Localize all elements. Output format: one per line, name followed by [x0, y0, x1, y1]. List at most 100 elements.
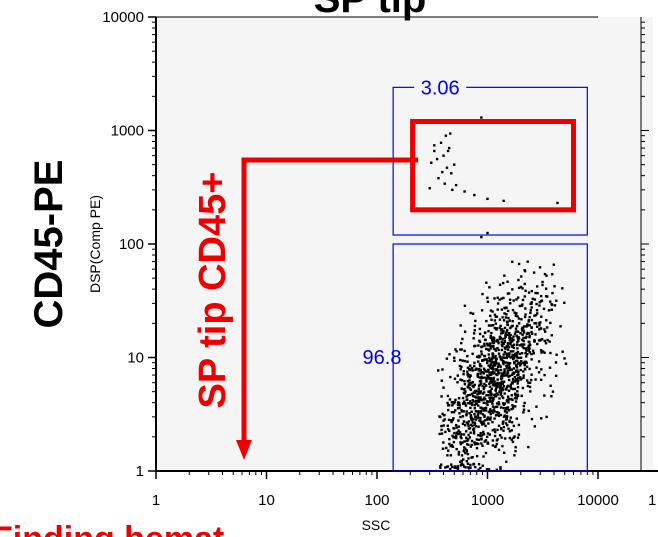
- data-point: [482, 422, 486, 426]
- data-point: [485, 377, 489, 380]
- data-point: [473, 412, 476, 416]
- data-point: [491, 366, 494, 369]
- data-point: [528, 335, 531, 339]
- data-point: [497, 448, 501, 452]
- data-point: [516, 315, 519, 318]
- data-point: [538, 304, 541, 307]
- data-point: [461, 441, 464, 444]
- data-point: [443, 418, 446, 421]
- data-point: [433, 144, 436, 147]
- data-point: [482, 372, 485, 375]
- highlight-gate: [410, 119, 576, 213]
- data-point: [496, 384, 499, 387]
- data-point: [481, 413, 485, 416]
- data-point: [480, 235, 483, 239]
- data-point: [470, 439, 474, 443]
- y-tick-label: 1: [136, 463, 144, 480]
- data-point: [477, 400, 481, 403]
- data-point: [484, 439, 488, 442]
- data-point: [479, 411, 482, 415]
- data-point: [458, 431, 462, 434]
- data-point: [487, 324, 491, 327]
- data-point: [529, 378, 533, 382]
- data-point: [509, 350, 513, 353]
- data-point: [455, 350, 458, 353]
- data-point: [500, 372, 503, 375]
- data-point: [522, 370, 525, 373]
- data-point: [535, 325, 539, 328]
- data-point: [489, 334, 492, 338]
- data-point: [476, 416, 480, 419]
- data-point: [522, 331, 526, 334]
- data-point: [507, 408, 511, 412]
- data-point: [496, 428, 499, 432]
- data-point: [546, 295, 549, 298]
- data-point: [455, 447, 458, 451]
- data-point: [465, 459, 469, 463]
- data-point: [493, 348, 497, 351]
- data-point: [448, 442, 451, 446]
- data-point: [529, 302, 532, 306]
- axis-ticks: 1 10 100 1000 10000 10000 1000 100 10 1: [102, 9, 649, 509]
- data-point: [499, 365, 502, 368]
- data-point: [502, 406, 505, 410]
- data-point: [500, 343, 504, 346]
- data-point: [506, 309, 510, 313]
- data-point: [535, 302, 538, 306]
- data-point: [469, 381, 473, 385]
- data-point: [483, 331, 487, 334]
- data-point: [535, 366, 538, 369]
- data-point: [477, 434, 480, 437]
- data-point: [471, 455, 474, 459]
- data-point: [468, 393, 471, 397]
- data-point: [512, 357, 515, 361]
- data-point: [479, 390, 483, 393]
- data-point: [463, 304, 467, 307]
- data-point: [503, 392, 506, 395]
- data-point: [477, 398, 481, 402]
- data-point: [517, 317, 521, 320]
- data-point: [474, 399, 478, 403]
- data-point: [472, 428, 475, 431]
- data-point: [454, 434, 458, 437]
- data-point: [497, 424, 501, 428]
- side-label: CD45-PE: [27, 160, 71, 329]
- data-point: [503, 451, 506, 454]
- data-point: [538, 301, 541, 304]
- data-point: [485, 380, 488, 383]
- data-point: [506, 292, 510, 295]
- data-point: [492, 344, 495, 348]
- data-point: [452, 440, 456, 444]
- data-point: [458, 412, 461, 415]
- data-point: [549, 384, 552, 387]
- data-point: [520, 318, 523, 321]
- data-point: [517, 286, 521, 290]
- data-point: [524, 289, 527, 293]
- data-point: [475, 438, 479, 441]
- data-point: [446, 427, 450, 431]
- data-point: [490, 387, 494, 390]
- data-point: [498, 326, 501, 330]
- data-point: [534, 378, 537, 381]
- data-point: [495, 392, 498, 395]
- data-point: [446, 449, 450, 452]
- data-point: [428, 187, 431, 190]
- data-point: [490, 396, 493, 400]
- data-point: [474, 465, 477, 469]
- data-point: [474, 319, 477, 323]
- data-point: [483, 369, 486, 372]
- data-point: [502, 296, 505, 300]
- data-point: [507, 355, 511, 358]
- data-point: [503, 337, 506, 340]
- data-point: [435, 157, 439, 161]
- data-point: [489, 412, 492, 416]
- data-point: [442, 419, 445, 422]
- data-point: [519, 356, 523, 359]
- data-point: [465, 449, 468, 452]
- data-point: [517, 278, 520, 282]
- data-point: [519, 285, 523, 289]
- data-point: [530, 301, 533, 304]
- data-point: [492, 356, 495, 359]
- data-point: [472, 400, 475, 403]
- data-point: [478, 419, 481, 422]
